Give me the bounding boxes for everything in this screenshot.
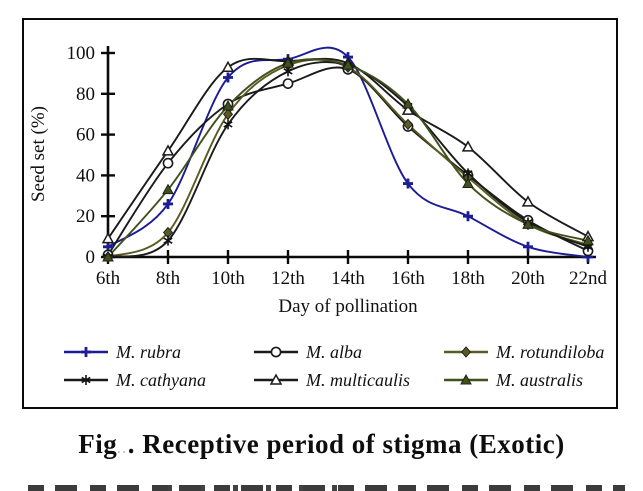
x-tick-label: 20th (511, 268, 545, 289)
plus-marker (463, 211, 473, 222)
y-tick-label: 20 (76, 206, 95, 227)
asterisk-marker (163, 235, 173, 246)
series-line-m-rotundiloba (107, 58, 589, 258)
plus-marker (163, 198, 173, 209)
triangle-open-marker (221, 60, 235, 73)
x-tick-label: 18th (451, 268, 485, 289)
x-tick-label: 6th (96, 268, 121, 289)
plus-marker (523, 241, 533, 252)
triangle-open-marker (161, 144, 175, 156)
asterisk-marker (223, 119, 233, 130)
triangle-open-marker (461, 140, 475, 152)
series-line-m-australis (107, 58, 589, 258)
y-axis-title: Seed set (%) (28, 106, 49, 202)
y-tick-label: 40 (76, 165, 95, 186)
circle-open-marker (162, 157, 174, 169)
seed-set-line-chart: 0 20 40 60 80 100 6th 8th 10th 12th 14th 16th 18th 20… (28, 43, 608, 390)
triangle-open-marker (101, 232, 115, 244)
x-tick-label: 16th (391, 268, 425, 289)
figure-frame: 0 20 40 60 80 100 6th 8th 10th 12th 14th 16th 18th 20… (22, 18, 618, 409)
triangle-filled-marker (582, 234, 594, 246)
plus-marker (403, 178, 413, 189)
diamond-filled-marker (402, 118, 414, 131)
circle-open-marker (282, 78, 294, 89)
legend-label: M. cathyana (115, 370, 206, 390)
x-tick-label: 22nd (569, 268, 608, 289)
triangle-open-marker (269, 373, 283, 385)
triangle-filled-marker (460, 373, 472, 385)
triangle-filled-marker (222, 100, 234, 111)
triangle-filled-marker (282, 57, 294, 68)
x-axis-title: Day of pollination (278, 296, 418, 317)
legend-label: M. rubra (115, 342, 181, 362)
legend-label: M. rotundiloba (495, 342, 604, 362)
y-tick-label: 80 (76, 84, 95, 105)
diamond-filled-marker (460, 346, 472, 358)
triangle-filled-marker (162, 183, 174, 195)
y-tick-label: 100 (67, 43, 96, 64)
triangle-filled-marker (102, 250, 114, 262)
x-tick-label: 14th (331, 268, 365, 289)
plus-marker (223, 72, 233, 83)
circle-open-marker (270, 346, 282, 358)
legend-label: M. alba (305, 342, 362, 362)
cropped-next-line-text (28, 485, 625, 491)
series-line-m-rubra (107, 46, 589, 258)
legend-label: M. multicaulis (305, 370, 410, 390)
figure-caption: Fig... Receptive period of stigma (Exoti… (0, 429, 643, 460)
x-tick-label: 12th (271, 268, 305, 289)
asterisk-marker (81, 375, 91, 385)
legend-label: M. australis (495, 370, 583, 390)
plus-marker (81, 347, 91, 357)
series-line-m-cathyana (107, 61, 589, 258)
x-tick-label: 10th (211, 268, 245, 289)
asterisk-marker (463, 168, 473, 179)
triangle-filled-marker (522, 218, 534, 229)
caption-faint-marks: .. (117, 441, 128, 456)
triangle-open-marker (401, 103, 415, 115)
triangle-open-marker (521, 195, 535, 207)
triangle-filled-marker (462, 177, 474, 189)
asterisk-marker (283, 66, 293, 77)
series-line-m-alba (107, 66, 589, 256)
y-tick-label: 0 (86, 247, 96, 268)
x-tick-label: 8th (156, 268, 181, 289)
triangle-filled-marker (402, 97, 414, 109)
y-tick-label: 60 (76, 125, 95, 146)
caption-text: . Receptive period of stigma (Exotic) (127, 429, 565, 459)
diamond-filled-marker (222, 108, 234, 120)
caption-fig-word: Fig (78, 429, 118, 459)
triangle-filled-marker (342, 59, 354, 70)
